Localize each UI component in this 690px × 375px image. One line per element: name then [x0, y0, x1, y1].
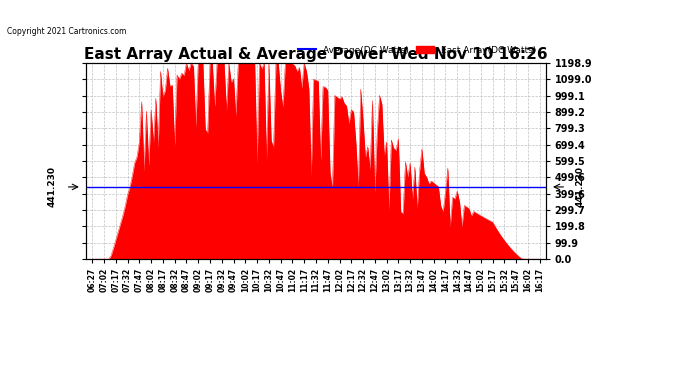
Title: East Array Actual & Average Power Wed Nov 10 16:26: East Array Actual & Average Power Wed No…	[84, 47, 548, 62]
Text: 441.230: 441.230	[48, 166, 57, 207]
Text: Copyright 2021 Cartronics.com: Copyright 2021 Cartronics.com	[7, 27, 126, 36]
Text: 441.230: 441.230	[575, 166, 584, 207]
Legend: Average(DC Watts), East Array(DC Watts): Average(DC Watts), East Array(DC Watts)	[294, 42, 540, 58]
